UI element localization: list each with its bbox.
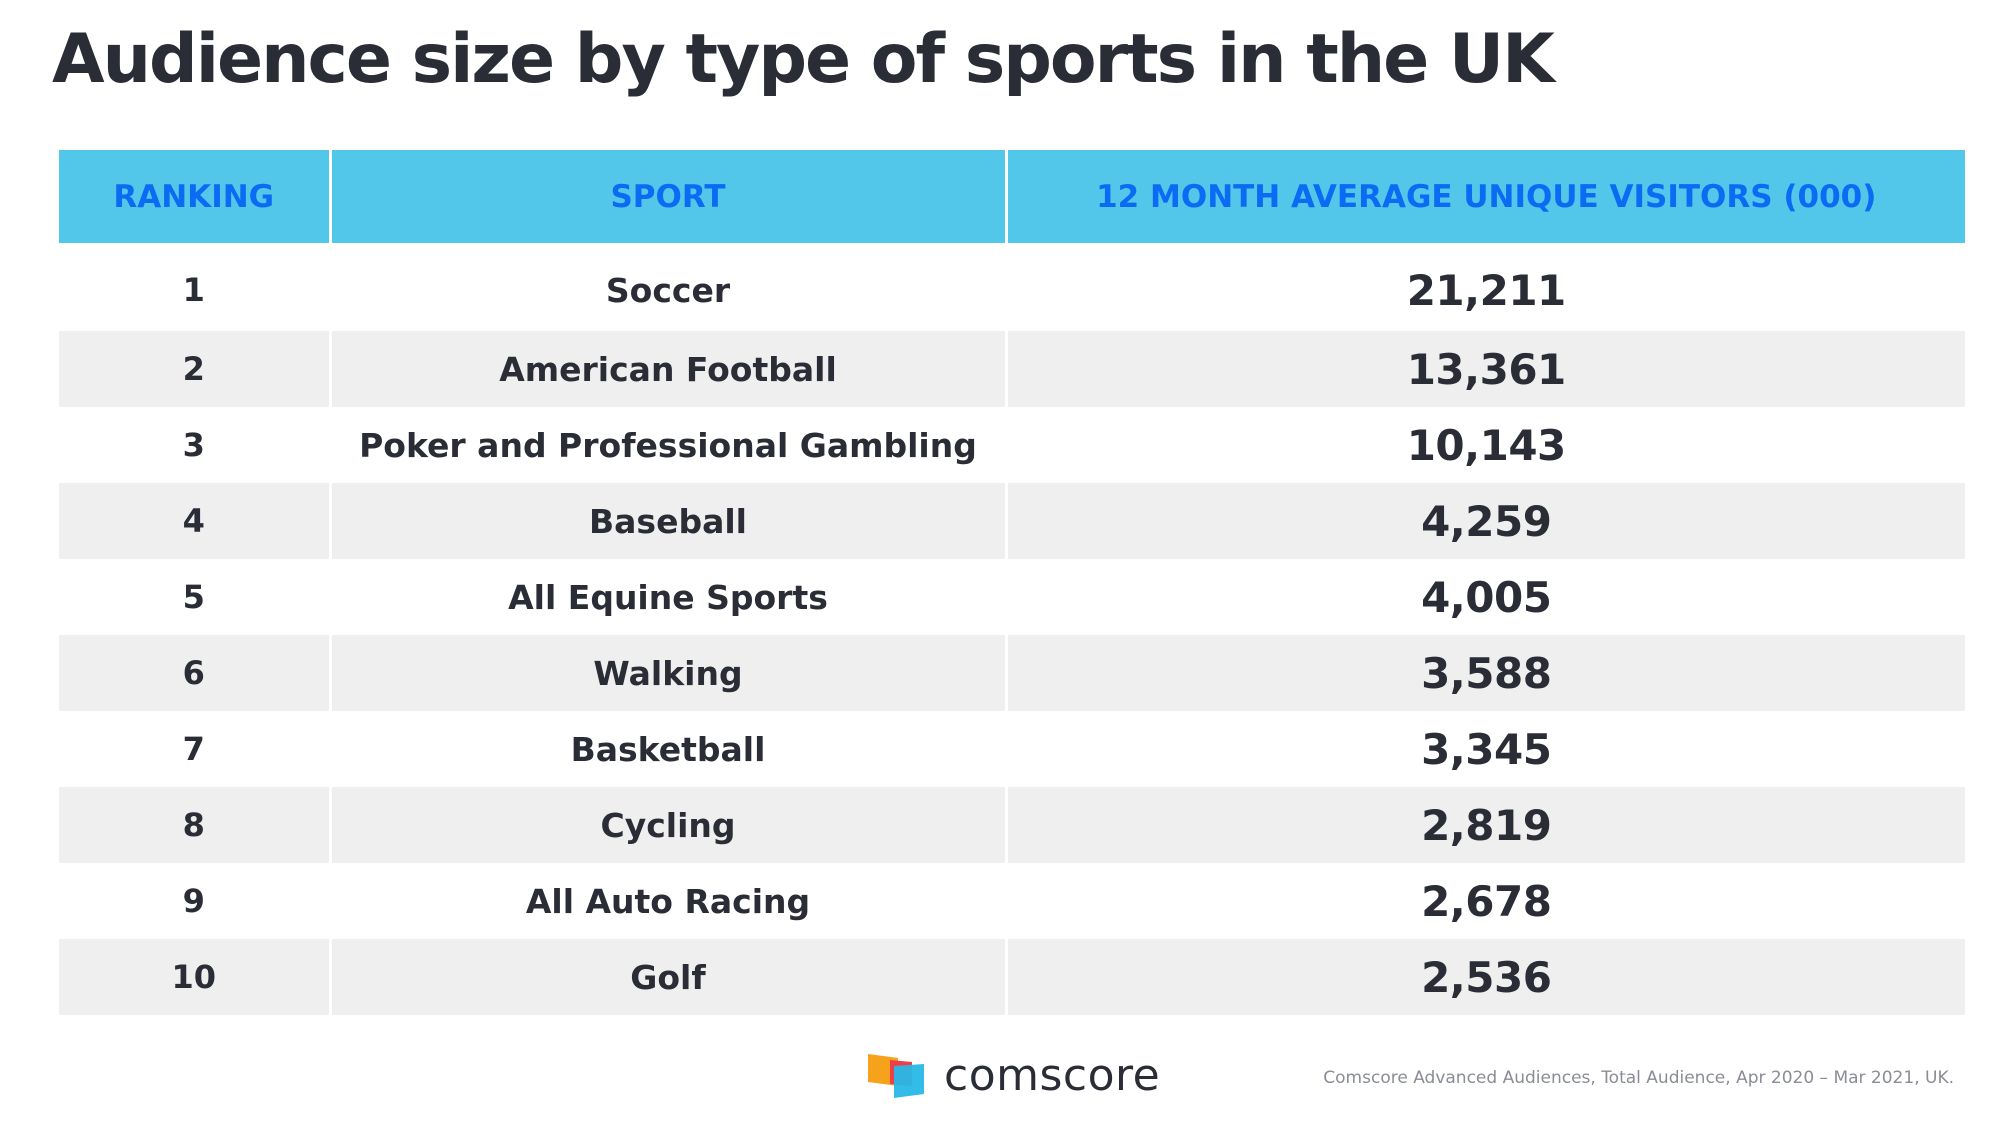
visitors-value-cell: 2,536: [1004, 939, 1965, 1015]
sport-cell: Baseball: [328, 483, 1006, 559]
column-header-sport: SPORT: [328, 150, 1006, 243]
column-header-ranking: RANKING: [59, 150, 330, 243]
visitors-value-cell: 2,819: [1004, 787, 1965, 863]
rank-cell: 5: [182, 578, 205, 616]
table-header-row: RANKING SPORT 12 MONTH AVERAGE UNIQUE VI…: [59, 150, 1965, 243]
source-note: Comscore Advanced Audiences, Total Audie…: [1323, 1068, 1954, 1088]
visitors-value-cell: 10,143: [1004, 407, 1965, 483]
rank-cell: 7: [182, 730, 205, 768]
table-row: 4 Baseball 4,259: [59, 483, 1965, 559]
table-row: 6 Walking 3,588: [59, 635, 1965, 711]
table-row: 3 Poker and Professional Gambling 10,143: [59, 407, 1965, 483]
rank-cell: 4: [59, 483, 330, 559]
rank-cell: 9: [182, 882, 205, 920]
sport-cell: Soccer: [328, 243, 1006, 331]
visitors-value-cell: 2,678: [1004, 863, 1965, 939]
sport-cell: Walking: [328, 635, 1006, 711]
rank-cell: 8: [59, 787, 330, 863]
rank-cell: 2: [59, 331, 330, 407]
visitors-value-cell: 13,361: [1004, 331, 1965, 407]
rank-cell: 6: [59, 635, 330, 711]
visitors-value-cell: 3,588: [1004, 635, 1965, 711]
table-row: 9 All Auto Racing 2,678: [59, 863, 1965, 939]
sport-cell: Cycling: [328, 787, 1006, 863]
rank-cell: 1: [182, 271, 205, 309]
sports-audience-table: RANKING SPORT 12 MONTH AVERAGE UNIQUE VI…: [59, 150, 1965, 1015]
visitors-value-cell: 4,005: [1004, 559, 1965, 635]
rank-cell: 3: [182, 426, 205, 464]
sport-cell: Poker and Professional Gambling: [328, 407, 1006, 483]
sport-cell: Golf: [328, 939, 1006, 1015]
visitors-value-cell: 4,259: [1004, 483, 1965, 559]
rank-cell: 10: [59, 939, 330, 1015]
comscore-wordmark: comscore: [944, 1050, 1161, 1101]
sport-cell: All Auto Racing: [328, 863, 1006, 939]
sport-cell: All Equine Sports: [328, 559, 1006, 635]
table-row: 10 Golf 2,536: [59, 939, 1965, 1015]
visitors-value-cell: 21,211: [1004, 243, 1965, 331]
table-row: 5 All Equine Sports 4,005: [59, 559, 1965, 635]
logo-blue-shape: [894, 1064, 924, 1098]
visitors-value-cell: 3,345: [1004, 711, 1965, 787]
comscore-logo-icon: [868, 1054, 924, 1098]
table-row: 1 Soccer 21,211: [59, 243, 1965, 331]
table-row: 7 Basketball 3,345: [59, 711, 1965, 787]
chart-title: Audience size by type of sports in the U…: [52, 20, 1555, 99]
column-header-visitors: 12 MONTH AVERAGE UNIQUE VISITORS (000): [1004, 150, 1965, 243]
sport-cell: Basketball: [328, 711, 1006, 787]
table-row: 8 Cycling 2,819: [59, 787, 1965, 863]
sport-cell: American Football: [328, 331, 1006, 407]
table-row: 2 American Football 13,361: [59, 331, 1965, 407]
table-body: 1 Soccer 21,211 2 American Football 13,361 3 Po…: [59, 243, 1965, 1015]
